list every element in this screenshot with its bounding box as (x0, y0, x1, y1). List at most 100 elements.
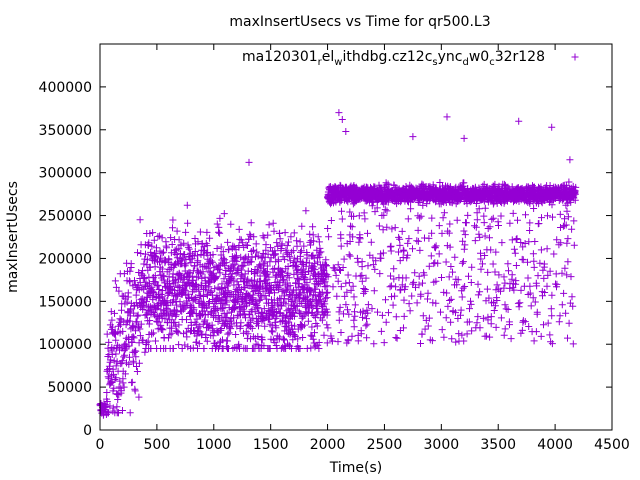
data-point (183, 316, 190, 324)
data-point (517, 286, 525, 294)
legend-part: d (462, 57, 468, 68)
data-point (484, 268, 492, 276)
data-point (217, 243, 225, 251)
data-point (544, 271, 552, 279)
data-point (254, 304, 262, 312)
data-point (414, 226, 422, 234)
data-point (205, 323, 212, 331)
data-point (118, 306, 125, 314)
data-point (562, 309, 570, 317)
data-point (309, 223, 317, 231)
data-point (195, 327, 203, 335)
data-point (136, 332, 144, 340)
data-point (568, 225, 576, 233)
data-point (458, 259, 466, 267)
data-point (119, 407, 126, 414)
data-point (310, 291, 318, 299)
data-point (149, 296, 157, 304)
data-point (477, 265, 485, 273)
data-point (468, 263, 476, 271)
y-tick-label: 0 (83, 423, 92, 439)
data-point (235, 225, 243, 233)
data-point (108, 378, 116, 386)
data-point (241, 254, 249, 262)
data-point (232, 331, 240, 338)
data-point (343, 288, 351, 296)
data-point (141, 348, 149, 356)
data-point (487, 246, 495, 254)
data-point (527, 302, 535, 310)
data-point (168, 329, 176, 337)
data-point (411, 269, 419, 277)
data-point (218, 305, 226, 313)
data-point (228, 320, 236, 328)
data-point (313, 281, 321, 289)
data-point (390, 275, 398, 283)
data-point (308, 295, 316, 303)
data-point (461, 241, 469, 249)
data-point (132, 353, 140, 361)
data-point (505, 267, 512, 275)
data-point (387, 272, 394, 280)
data-point (543, 245, 551, 253)
x-tick-label: 4000 (537, 437, 573, 453)
data-point (338, 215, 346, 223)
data-point (401, 283, 409, 291)
data-point (410, 278, 418, 286)
data-point (214, 312, 222, 319)
data-point (109, 404, 117, 412)
data-point (278, 302, 286, 310)
data-point (363, 320, 371, 328)
data-point (383, 207, 391, 215)
data-point (558, 301, 566, 309)
data-point (533, 282, 541, 290)
data-point (560, 222, 568, 230)
data-point (379, 226, 387, 234)
data-point (284, 263, 292, 270)
data-point (395, 248, 402, 256)
data-point (440, 333, 448, 341)
data-point (501, 301, 509, 309)
data-point (278, 269, 286, 277)
data-point (425, 234, 433, 242)
data-point (212, 307, 220, 314)
data-point (250, 246, 257, 254)
y-tick-label: 100000 (39, 337, 92, 353)
data-point (315, 339, 323, 346)
data-point (406, 307, 414, 315)
data-point (480, 219, 488, 227)
data-point (501, 325, 509, 333)
data-point (349, 233, 357, 241)
data-point (236, 289, 244, 297)
data-point (386, 243, 394, 251)
data-point (244, 242, 251, 249)
data-point (199, 293, 207, 300)
data-point (291, 322, 299, 330)
data-point (179, 254, 187, 262)
data-point (266, 345, 274, 352)
data-point (474, 280, 482, 288)
data-point (125, 342, 133, 350)
data-point (293, 302, 301, 310)
data-point (294, 274, 302, 282)
data-point (404, 251, 412, 259)
data-point (549, 213, 556, 221)
data-point (169, 216, 177, 224)
data-point (323, 321, 331, 329)
data-point (342, 279, 350, 287)
data-point (518, 326, 526, 334)
data-point (497, 212, 505, 220)
data-point (498, 239, 506, 247)
data-point (474, 291, 482, 299)
data-point (181, 251, 189, 258)
data-point (369, 261, 377, 269)
data-point (157, 254, 164, 262)
data-point (233, 257, 241, 265)
data-point (395, 233, 403, 241)
data-point (244, 330, 252, 338)
data-point (476, 324, 484, 332)
data-point (118, 357, 126, 365)
data-point (458, 293, 466, 301)
data-point (112, 374, 120, 382)
data-point (233, 278, 241, 286)
